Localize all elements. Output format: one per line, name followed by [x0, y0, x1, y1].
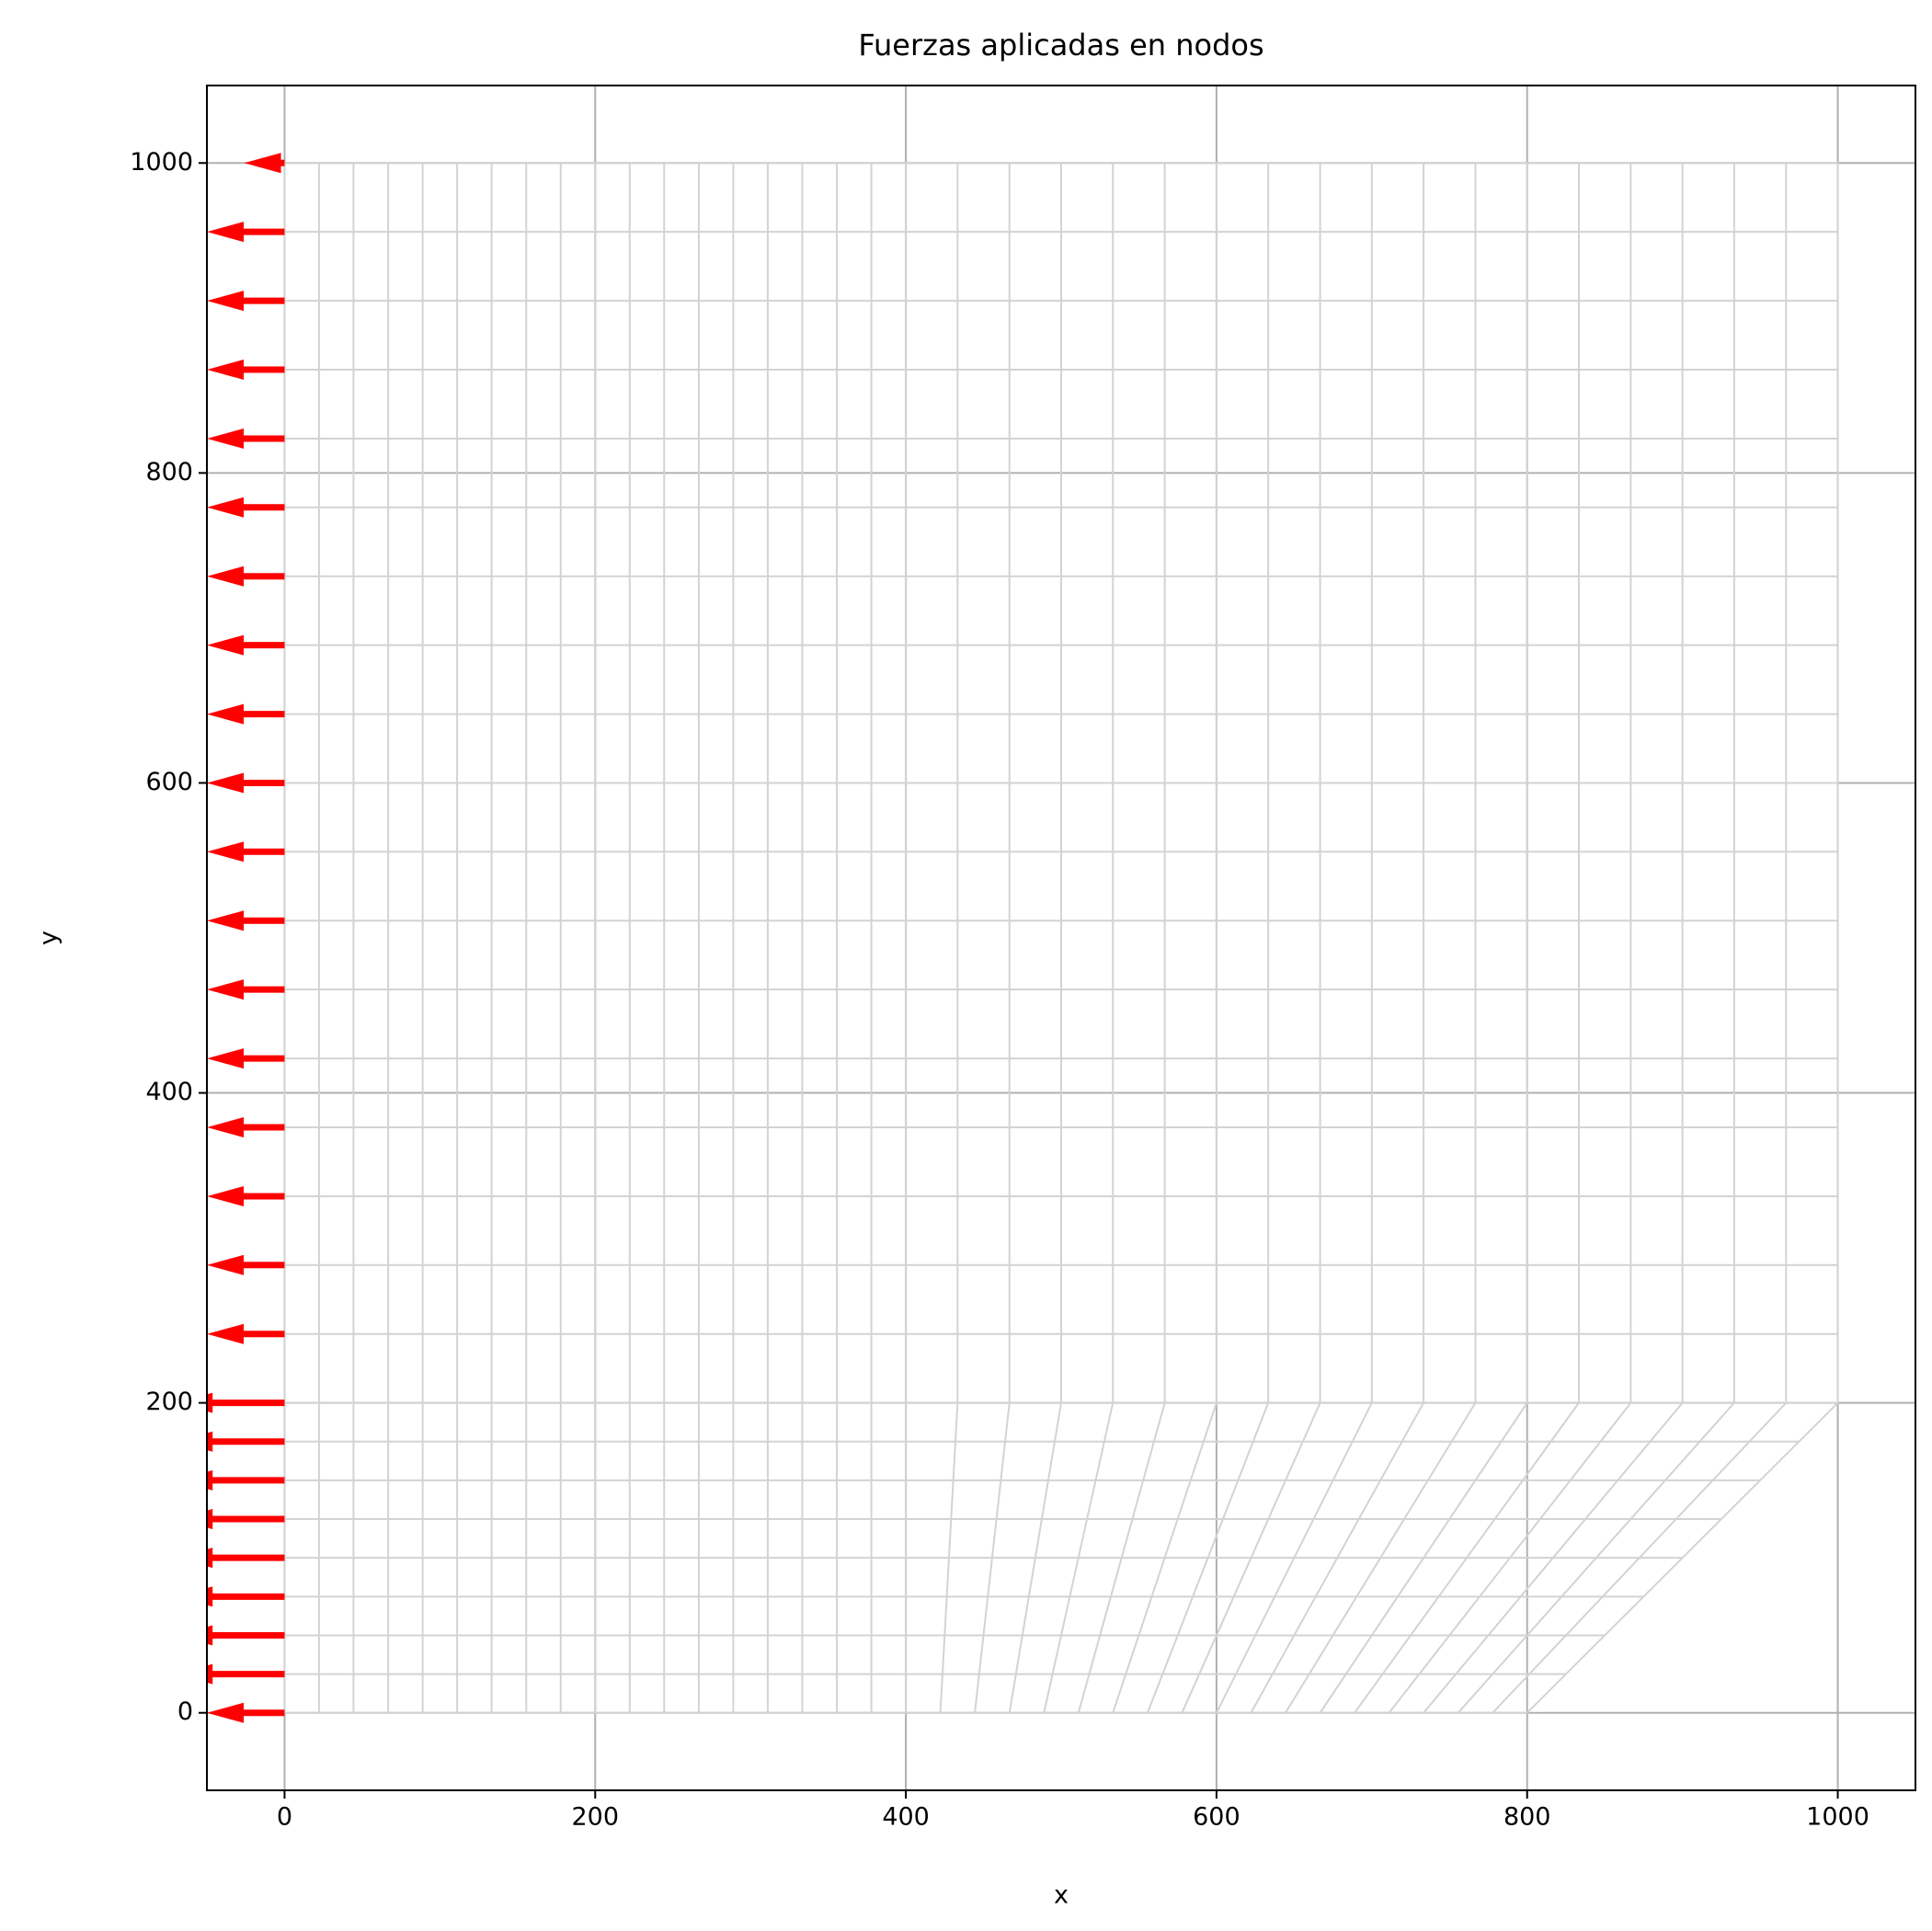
force-arrow [207, 1509, 285, 1530]
x-tick-label: 800 [1503, 1803, 1551, 1832]
force-arrow [207, 359, 285, 380]
y-tick-label: 600 [145, 768, 193, 796]
x-tick-label: 1000 [1806, 1803, 1869, 1832]
force-arrow [207, 1625, 285, 1646]
x-tick-label: 400 [882, 1803, 930, 1832]
force-arrow [207, 1663, 285, 1685]
force-arrow [207, 634, 285, 656]
force-arrow [207, 1254, 285, 1275]
force-arrow [207, 428, 285, 449]
force-arrow [207, 1469, 285, 1491]
force-arrow [244, 153, 285, 174]
ticks: 0 200 400 600 800 1000 0 200 400 600 800 1000 [130, 148, 1869, 1832]
force-arrow [207, 703, 285, 725]
x-tick-label: 200 [571, 1803, 619, 1832]
force-arrow [207, 1185, 285, 1206]
plot-frame [206, 85, 1916, 1791]
force-arrow [207, 497, 285, 518]
force-arrow [207, 222, 285, 243]
force-arrow [207, 1048, 285, 1069]
x-tick-label: 0 [277, 1803, 292, 1832]
y-tick-label: 1000 [130, 148, 193, 177]
chart-title: Fuerzas aplicadas en nodos [858, 28, 1263, 63]
force-arrow [207, 910, 285, 931]
y-tick-label: 400 [145, 1078, 193, 1106]
force-arrow [207, 1431, 285, 1452]
x-tick-label: 600 [1193, 1803, 1240, 1832]
force-arrow [207, 1702, 285, 1723]
force-arrow [207, 1323, 285, 1344]
y-axis-label: y [35, 931, 63, 945]
y-tick-label: 800 [145, 458, 193, 486]
x-axis-label: x [1054, 1881, 1069, 1910]
force-arrow [207, 1586, 285, 1607]
force-arrow [207, 566, 285, 587]
y-tick-label: 0 [177, 1697, 193, 1726]
force-arrow [207, 1116, 285, 1137]
force-arrow [207, 772, 285, 794]
force-arrow [207, 1548, 285, 1569]
force-arrow [207, 291, 285, 312]
force-arrow [207, 841, 285, 863]
force-arrow [207, 979, 285, 1000]
force-arrow [207, 1392, 285, 1413]
y-tick-label: 200 [145, 1388, 193, 1416]
arrows [207, 153, 285, 1723]
